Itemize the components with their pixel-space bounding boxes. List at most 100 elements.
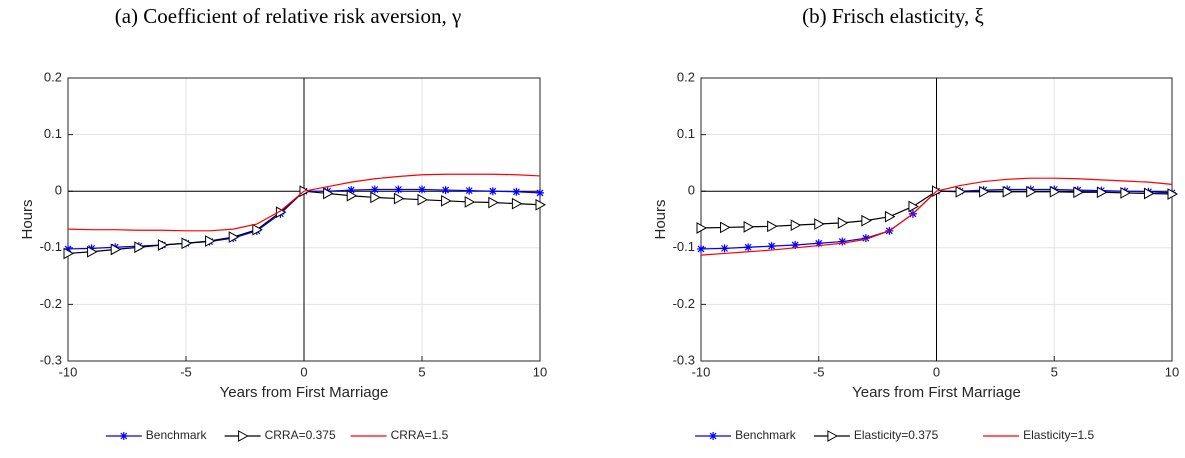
- marker: [1002, 185, 1014, 198]
- y-tick-label: -0.2: [40, 296, 62, 311]
- y-axis-label: Hours: [652, 199, 669, 239]
- legend-label: Benchmark: [146, 428, 208, 442]
- marker: [814, 218, 825, 230]
- marker: [119, 432, 128, 440]
- y-tick-label: -0.2: [673, 296, 695, 311]
- marker: [979, 185, 990, 198]
- marker: [370, 191, 381, 204]
- legend-label: CRRA=0.375: [265, 428, 336, 442]
- marker: [238, 430, 249, 442]
- marker: [511, 197, 523, 210]
- marker: [512, 187, 521, 196]
- marker: [1049, 185, 1061, 198]
- y-tick-label: -0.1: [673, 239, 695, 254]
- x-tick-label: -5: [813, 364, 825, 379]
- marker: [323, 187, 334, 200]
- x-tick-label: 5: [418, 364, 425, 379]
- marker: [181, 237, 193, 250]
- x-tick-label: 10: [533, 364, 547, 379]
- marker: [87, 244, 96, 253]
- marker: [346, 189, 358, 202]
- x-tick-label: 0: [933, 364, 940, 379]
- marker: [837, 217, 849, 229]
- marker: [1167, 188, 1179, 200]
- series-line: [67, 173, 541, 232]
- legend: Benchmark Elasticity=0.375 Elasticity=1.5: [695, 428, 1094, 442]
- marker: [697, 244, 705, 253]
- marker: [838, 237, 847, 246]
- x-axis-label: Years from First Marriage: [852, 384, 1021, 401]
- marker: [861, 214, 872, 227]
- marker: [205, 235, 216, 247]
- marker: [908, 200, 919, 213]
- marker: [955, 185, 967, 198]
- y-tick-label: 0.1: [677, 126, 695, 141]
- series-line: [700, 177, 1173, 256]
- marker: [394, 185, 403, 194]
- panel: (b) Frisch elasticity, ξ -0.3 -0.2 -0.1 0 0.1…: [652, 4, 1179, 442]
- marker: [535, 198, 547, 211]
- marker: [536, 188, 544, 197]
- marker: [441, 194, 452, 207]
- marker: [87, 245, 98, 258]
- marker: [465, 186, 474, 195]
- marker: [252, 223, 263, 236]
- marker: [720, 244, 729, 253]
- x-tick-label: -5: [180, 364, 192, 379]
- marker: [418, 185, 426, 194]
- legend-label: Elasticity=0.375: [854, 428, 939, 442]
- marker: [884, 210, 896, 223]
- y-tick-label: 0.2: [677, 69, 695, 84]
- marker: [275, 206, 287, 218]
- marker: [744, 243, 753, 252]
- y-tick-label: 0: [688, 183, 695, 198]
- marker: [464, 196, 476, 208]
- marker: [488, 187, 497, 196]
- y-tick-label: -0.3: [40, 352, 62, 367]
- marker: [441, 186, 450, 195]
- x-tick-label: -10: [692, 364, 711, 379]
- marker: [157, 239, 169, 251]
- y-tick-label: 0: [55, 183, 62, 198]
- marker: [347, 186, 356, 195]
- marker: [417, 193, 429, 206]
- marker: [814, 239, 823, 248]
- marker: [1120, 187, 1131, 199]
- x-tick-label: 10: [1165, 364, 1179, 379]
- legend: Benchmark CRRA=0.375 CRRA=1.5: [105, 428, 449, 442]
- x-tick-label: 0: [300, 364, 307, 379]
- marker: [1026, 185, 1037, 198]
- y-tick-label: -0.3: [673, 352, 695, 367]
- marker: [767, 220, 778, 233]
- legend-label: Elasticity=1.5: [1023, 428, 1094, 442]
- marker: [393, 192, 405, 205]
- y-tick-label: -0.1: [40, 239, 62, 254]
- marker: [64, 244, 72, 253]
- legend-label: Benchmark: [735, 428, 797, 442]
- marker: [1073, 186, 1084, 199]
- marker: [790, 219, 802, 232]
- plot-frame: [700, 77, 1173, 362]
- marker: [827, 430, 838, 442]
- x-axis-label: Years from First Marriage: [220, 384, 389, 401]
- marker: [1096, 186, 1108, 199]
- marker: [791, 240, 800, 249]
- marker: [110, 243, 122, 256]
- panel: (a) Coefficient of relative risk aversio…: [19, 4, 547, 442]
- marker: [767, 242, 776, 251]
- y-axis-label: Hours: [19, 199, 36, 239]
- marker: [709, 432, 718, 440]
- marker: [488, 196, 499, 209]
- marker: [861, 234, 870, 243]
- y-tick-label: 0.1: [44, 126, 62, 141]
- legend-label: CRRA=1.5: [391, 428, 449, 442]
- marker: [1143, 187, 1155, 200]
- marker: [228, 231, 240, 243]
- marker: [134, 241, 145, 254]
- marker: [370, 185, 379, 194]
- panel-title: (b) Frisch elasticity, ξ: [802, 4, 984, 28]
- marker: [63, 247, 75, 260]
- panel-title: (a) Coefficient of relative risk aversio…: [115, 4, 462, 28]
- marker: [696, 222, 708, 234]
